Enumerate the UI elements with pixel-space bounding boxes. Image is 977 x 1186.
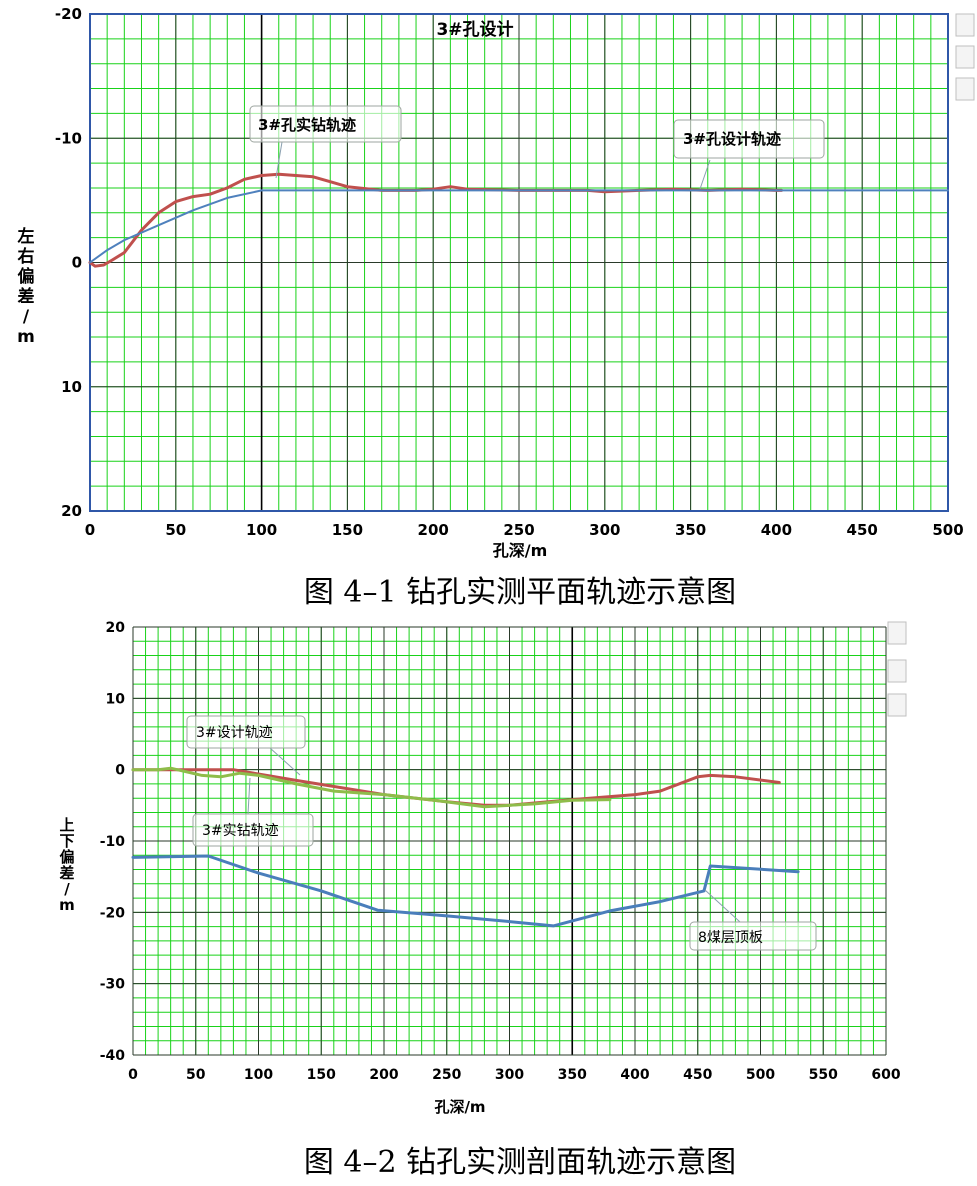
chart2-y-ticks: 20 10 0 -10 -20 -30 -40 <box>100 620 126 1064</box>
y-tick-label: -10 <box>55 129 82 147</box>
chart2-caption: 图 4–2 钻孔实测剖面轨迹示意图 <box>304 1145 736 1180</box>
y-tick-label: -10 <box>100 834 126 850</box>
chart2-annotation-coal: 8煤层顶板 <box>689 889 817 951</box>
chart1-annotation-actual: 3#孔实钻轨迹 <box>249 105 402 179</box>
chart1-series <box>88 172 949 268</box>
chart1-y-axis-label: 左右偏差/m <box>17 226 35 347</box>
x-tick-label: 600 <box>871 1067 900 1083</box>
y-tick-label: 0 <box>72 254 82 272</box>
x-tick-label: 500 <box>746 1067 775 1083</box>
chart2-y-axis-label: 上下偏差/m <box>59 816 75 914</box>
chart2-annotation-actual: 3#实钻轨迹 <box>192 777 314 847</box>
y-tick-label: -30 <box>100 977 126 993</box>
x-tick-label: 0 <box>85 521 95 539</box>
x-tick-label: 550 <box>809 1067 838 1083</box>
x-tick-label: 300 <box>589 521 620 539</box>
x-tick-label: 250 <box>432 1067 461 1083</box>
x-tick-label: 50 <box>186 1067 206 1083</box>
x-tick-label: 350 <box>675 521 706 539</box>
series-line-2 <box>131 766 612 809</box>
y-tick-label: 20 <box>61 502 82 520</box>
series-line-3 <box>131 854 800 928</box>
svg-text:3#孔设计轨迹: 3#孔设计轨迹 <box>683 130 781 148</box>
svg-text:3#设计轨迹: 3#设计轨迹 <box>196 725 273 741</box>
chart2-series <box>131 766 800 928</box>
x-tick-label: 450 <box>683 1067 712 1083</box>
x-tick-label: 150 <box>332 521 363 539</box>
x-tick-label: 350 <box>558 1067 587 1083</box>
x-tick-label: 50 <box>165 521 186 539</box>
chart1-y-ticks: -20 -10 0 10 20 <box>55 5 82 520</box>
x-tick-label: 400 <box>761 521 792 539</box>
x-tick-label: 450 <box>847 521 878 539</box>
svg-text:8煤层顶板: 8煤层顶板 <box>698 930 763 946</box>
x-tick-label: 400 <box>620 1067 649 1083</box>
chart2-major-grid <box>132 626 887 1056</box>
y-tick-label: 10 <box>106 691 126 707</box>
plan-trajectory-chart: 0 50 100 150 200 250 300 350 400 450 500 -20 -10 0 10… <box>17 5 975 610</box>
profile-trajectory-chart: 0 50 100 150 200 250 300 350 400 450 500 550 600 201… <box>59 620 907 1180</box>
chart2-side-buttons[interactable] <box>887 621 907 717</box>
chart2-annotation-design: 3#设计轨迹 <box>186 715 306 776</box>
x-tick-label: 100 <box>246 521 277 539</box>
x-tick-label: 150 <box>307 1067 336 1083</box>
svg-text:上下偏差/m: 上下偏差/m <box>59 816 75 914</box>
x-tick-label: 0 <box>128 1067 138 1083</box>
chart1-x-axis-label: 孔深/m <box>493 541 548 560</box>
x-tick-label: 300 <box>495 1067 524 1083</box>
x-tick-label: 200 <box>418 521 449 539</box>
chart1-side-buttons[interactable] <box>955 13 975 101</box>
x-tick-label: 500 <box>932 521 963 539</box>
series-line-2 <box>89 189 949 264</box>
chart1-annotation-design: 3#孔设计轨迹 <box>673 119 825 190</box>
chart2-x-axis-label: 孔深/m <box>434 1098 485 1116</box>
svg-text:3#孔实钻轨迹: 3#孔实钻轨迹 <box>258 116 356 134</box>
chart1-caption: 图 4–1 钻孔实测平面轨迹示意图 <box>304 575 736 610</box>
x-tick-label: 100 <box>244 1067 273 1083</box>
svg-text:3#实钻轨迹: 3#实钻轨迹 <box>202 823 279 839</box>
svg-text:左右偏差/m: 左右偏差/m <box>17 226 35 347</box>
x-tick-label: 250 <box>503 521 534 539</box>
chart1-x-ticks: 0 50 100 150 200 250 300 350 400 450 500 <box>85 521 964 539</box>
x-tick-label: 200 <box>369 1067 398 1083</box>
y-tick-label: 0 <box>115 763 125 779</box>
chart2-x-ticks: 0 50 100 150 200 250 300 350 400 450 500 550 600 <box>128 1067 901 1083</box>
chart1-title: 3#孔设计 <box>436 19 513 40</box>
y-tick-label: 20 <box>106 620 126 636</box>
y-tick-label: -20 <box>55 5 82 23</box>
y-tick-label: -40 <box>100 1048 126 1064</box>
y-tick-label: 10 <box>61 378 82 396</box>
y-tick-label: -20 <box>100 905 126 921</box>
